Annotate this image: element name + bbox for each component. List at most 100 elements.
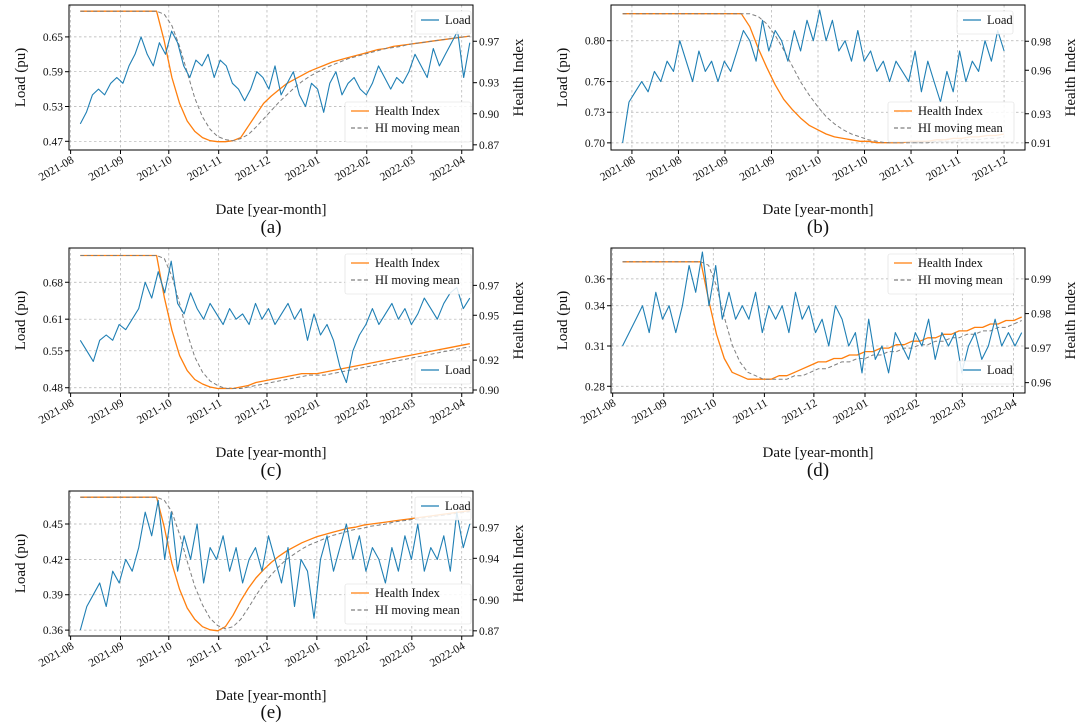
y-left-tick-label: 0.47 <box>43 136 63 148</box>
y-right-tick-label: 0.95 <box>479 310 499 322</box>
y-left-tick-label: 0.73 <box>585 107 605 119</box>
x-tick-label: 2021-11 <box>185 397 224 426</box>
x-axis-label: Date [year-month] <box>763 202 874 218</box>
y-right-axis-label: Health Index <box>1063 38 1079 116</box>
x-tick-label: 2021-12 <box>233 397 272 427</box>
legend-entry: Load <box>445 363 471 377</box>
y-left-axis-label: Load (pu) <box>13 291 29 351</box>
legend-entry: Health Index <box>375 256 441 270</box>
legend-entry: Load <box>987 363 1013 377</box>
y-right-axis-label: Health Index <box>511 38 527 116</box>
panel-label: (c) <box>260 460 281 481</box>
legend: Load <box>956 360 1013 385</box>
x-tick-label: 2021-09 <box>87 154 126 184</box>
y-left-axis-label: Load (pu) <box>555 291 571 351</box>
x-tick-label: 2022-01 <box>283 397 322 427</box>
series-line-load <box>79 499 471 631</box>
x-tick-label: 2022-04 <box>428 154 467 184</box>
x-tick-label: 2021-10 <box>135 397 174 427</box>
legend: Load <box>414 10 471 35</box>
legend-box <box>344 253 472 295</box>
x-tick-label: 2021-11 <box>185 640 224 669</box>
y-right-axis-label: Health Index <box>1063 281 1079 359</box>
y-left-tick-label: 0.48 <box>43 383 63 395</box>
series-line-load <box>79 260 471 384</box>
legend-entry: Health Index <box>918 104 984 118</box>
x-tick-label: 2021-12 <box>780 397 819 427</box>
x-tick-label: 2022-04 <box>428 640 467 670</box>
x-tick-label: 2022-01 <box>831 397 870 427</box>
legend-box <box>344 101 472 143</box>
y-right-tick-label: 0.93 <box>479 78 499 90</box>
x-tick-label: 2021-09 <box>630 397 669 427</box>
y-right-tick-label: 0.90 <box>479 109 499 121</box>
chart-panel-1: 2021-08 2021-09 2021-10 2021-11 2021-12 2022-… <box>13 4 527 238</box>
x-tick-label: 2021-12 <box>970 154 1009 184</box>
legend-box <box>887 253 1015 295</box>
y-left-tick-label: 0.53 <box>43 102 63 114</box>
x-axis-label: Date [year-month] <box>216 688 327 704</box>
series-line-health-index <box>80 254 470 390</box>
x-tick-label: 2021-10 <box>680 397 719 427</box>
y-right-tick-label: 0.97 <box>479 36 499 48</box>
x-tick-label: 2021-09 <box>87 640 126 670</box>
y-left-tick-label: 0.61 <box>43 314 63 326</box>
y-right-tick-label: 0.97 <box>1031 343 1051 355</box>
x-tick-label: 2022-02 <box>333 397 372 427</box>
legend-entry: HI moving mean <box>375 273 460 287</box>
series-line-load <box>79 30 471 125</box>
y-right-tick-label: 0.96 <box>1031 65 1051 77</box>
y-left-tick-label: 0.42 <box>43 554 63 566</box>
y-right-tick-label: 0.92 <box>479 355 499 367</box>
y-left-tick-label: 0.65 <box>43 32 63 44</box>
x-tick-label: 2022-03 <box>378 640 417 670</box>
x-tick-label: 2022-04 <box>980 397 1019 427</box>
chart-panel-4: 2021-08 2021-09 2021-10 2021-11 2021-12 2022-… <box>555 247 1079 481</box>
x-tick-label: 2021-09 <box>691 154 730 184</box>
y-right-tick-label: 0.87 <box>479 140 499 152</box>
series-line-hi-moving-mean <box>622 261 1022 380</box>
y-right-tick-label: 0.91 <box>1031 138 1051 150</box>
legend-entry: HI moving mean <box>375 121 460 135</box>
y-left-tick-label: 0.80 <box>585 36 605 48</box>
legend-entry: Health Index <box>375 104 441 118</box>
y-left-tick-label: 0.39 <box>43 590 63 602</box>
y-left-tick-label: 0.68 <box>43 277 63 289</box>
y-left-tick-label: 0.70 <box>585 138 605 150</box>
y-right-tick-label: 0.98 <box>1031 309 1051 321</box>
legend: Load <box>414 496 471 521</box>
y-left-tick-label: 0.36 <box>585 274 605 286</box>
x-tick-label: 2021-10 <box>784 154 823 184</box>
x-tick-label: 2021-10 <box>831 154 870 184</box>
x-tick-label: 2022-02 <box>333 640 372 670</box>
y-right-tick-label: 0.97 <box>479 280 499 292</box>
x-tick-label: 2021-09 <box>738 154 777 184</box>
legend-entry: Health Index <box>375 586 441 600</box>
y-left-axis-label: Load (pu) <box>555 48 571 108</box>
legend-box <box>344 583 472 625</box>
x-tick-label: 2021-08 <box>645 154 684 184</box>
y-right-tick-label: 0.96 <box>1031 378 1051 390</box>
panel-label: (e) <box>260 702 281 723</box>
x-tick-label: 2022-02 <box>882 397 921 427</box>
legend-entry: HI moving mean <box>375 603 460 617</box>
y-right-tick-label: 0.87 <box>479 626 499 638</box>
y-right-tick-label: 0.97 <box>479 522 499 534</box>
y-left-tick-label: 0.45 <box>43 519 63 531</box>
y-right-tick-label: 0.93 <box>1031 109 1051 121</box>
x-tick-label: 2021-08 <box>37 154 76 184</box>
legend-box <box>956 10 1014 35</box>
x-axis-label: Date [year-month] <box>216 202 327 218</box>
chart-panel-3: 2021-08 2021-09 2021-10 2021-11 2021-12 2022-… <box>13 247 527 481</box>
x-tick-label: 2021-11 <box>924 154 963 183</box>
x-tick-label: 2021-10 <box>135 640 174 670</box>
x-tick-label: 2021-09 <box>87 397 126 427</box>
x-tick-label: 2022-04 <box>428 397 467 427</box>
y-right-tick-label: 0.90 <box>479 595 499 607</box>
legend-box <box>887 101 1015 143</box>
x-tick-label: 2022-03 <box>929 397 968 427</box>
x-tick-label: 2021-08 <box>37 397 76 427</box>
x-tick-label: 2021-10 <box>135 154 174 184</box>
x-tick-label: 2021-08 <box>579 397 618 427</box>
